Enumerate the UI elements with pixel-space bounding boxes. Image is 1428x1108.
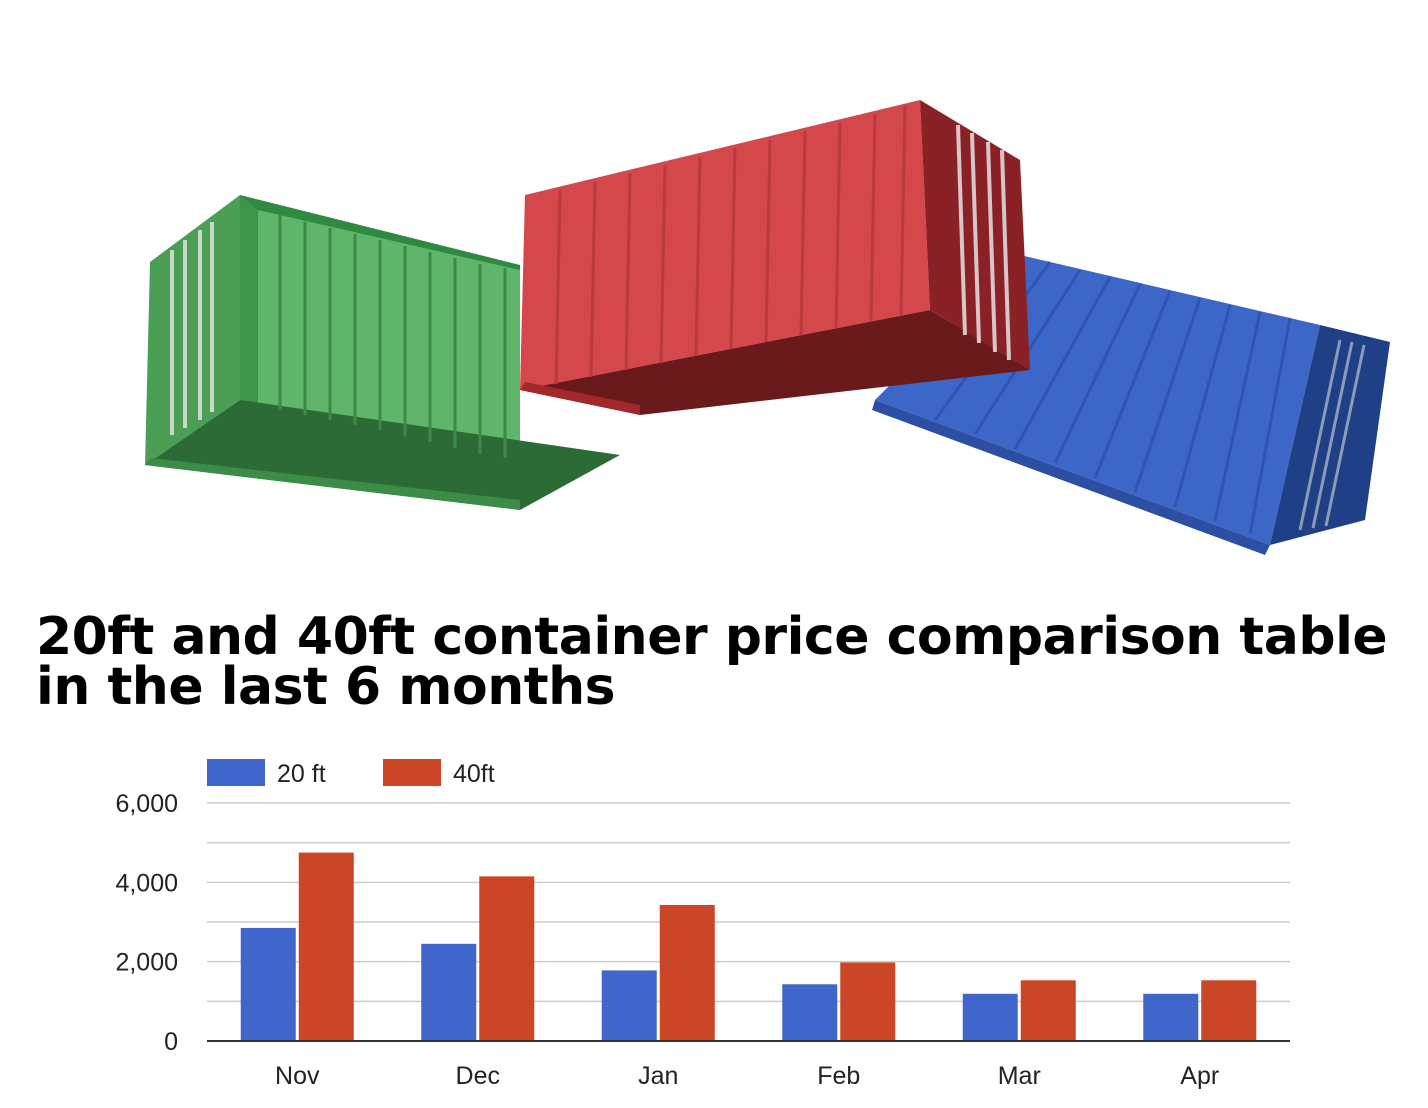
bar-20ft-mar <box>962 993 1018 1041</box>
bar-20ft-dec <box>421 943 477 1041</box>
bar-20ft-apr <box>1143 993 1199 1041</box>
x-tick-label: Jan <box>638 1062 678 1090</box>
chart-legend: 20 ft 40ft <box>207 759 495 788</box>
y-tick-label: 4,000 <box>115 869 178 897</box>
title-line-2: in the last 6 months <box>36 657 616 717</box>
x-tick-label: Feb <box>817 1062 860 1090</box>
legend-swatch <box>207 759 265 786</box>
bar-40ft-jan <box>659 904 715 1041</box>
x-tick-label: Nov <box>275 1062 320 1090</box>
legend-label: 40ft <box>453 760 495 788</box>
page-title: 20ft and 40ft container price comparison… <box>36 607 1416 717</box>
bar-20ft-nov <box>240 927 296 1041</box>
green-container <box>145 195 620 510</box>
shipping-containers-illustration <box>145 100 1390 555</box>
bar-chart: 20 ft 40ft 0 2,000 4,000 6,000 Nov Dec Jan Feb M… <box>115 759 1290 1090</box>
red-container <box>520 100 1030 415</box>
legend-label: 20 ft <box>277 760 326 788</box>
title-line-1: 20ft and 40ft container price comparison… <box>36 607 1388 667</box>
chart-gridlines <box>207 802 1290 1003</box>
bar-20ft-jan <box>601 970 657 1041</box>
chart-bars <box>240 852 1257 1041</box>
bar-40ft-dec <box>479 876 535 1041</box>
bar-40ft-feb <box>840 962 896 1041</box>
y-tick-label: 6,000 <box>115 790 178 818</box>
x-axis-ticks: Nov Dec Jan Feb Mar Apr <box>275 1062 1219 1090</box>
bar-40ft-apr <box>1201 980 1257 1041</box>
y-axis-ticks: 0 2,000 4,000 6,000 <box>115 790 178 1056</box>
bar-40ft-nov <box>298 852 354 1041</box>
y-tick-label: 0 <box>164 1028 178 1056</box>
x-tick-label: Dec <box>456 1062 500 1090</box>
y-tick-label: 2,000 <box>115 949 178 977</box>
bar-40ft-mar <box>1020 980 1076 1041</box>
bar-20ft-feb <box>782 984 838 1041</box>
x-tick-label: Apr <box>1180 1062 1219 1090</box>
legend-swatch <box>383 759 441 786</box>
x-tick-label: Mar <box>998 1062 1041 1090</box>
